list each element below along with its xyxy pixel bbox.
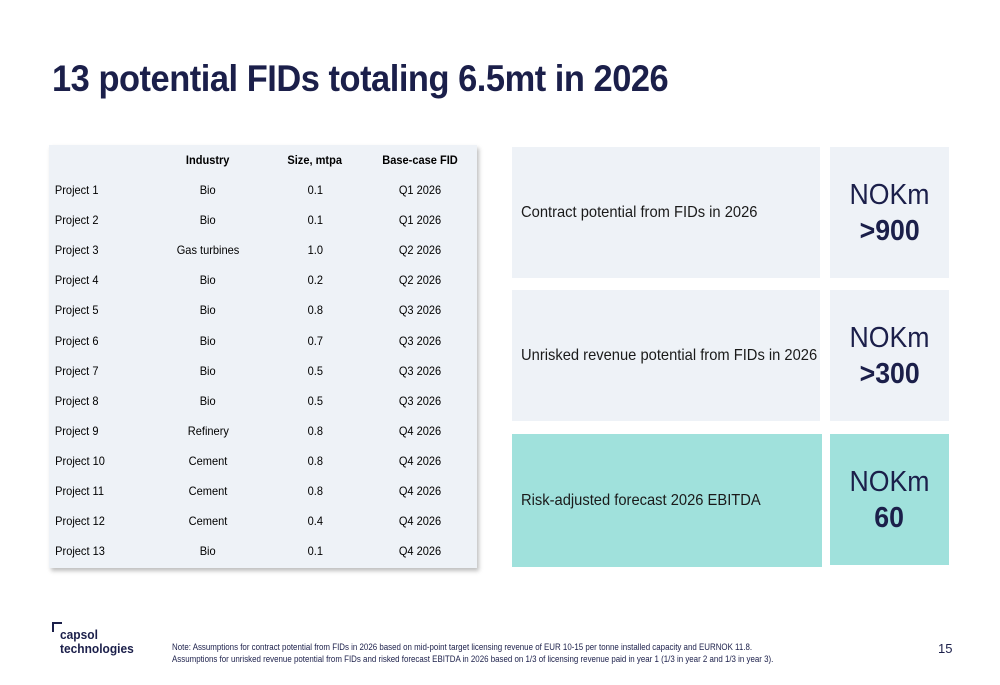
logo-line-2: technologies	[60, 641, 134, 656]
cell-fid: Q4 2026	[398, 514, 442, 529]
company-logo: capsol technologies	[52, 622, 142, 662]
cell-industry: Cement	[188, 514, 228, 529]
table-row: Project 4 Bio 0.2 Q2 2026	[49, 265, 477, 295]
cell-size: 0.1	[307, 213, 323, 228]
cell-industry: Bio	[200, 183, 216, 198]
cell-industry: Cement	[188, 483, 228, 498]
cell-size: 0.5	[307, 363, 323, 378]
footnote-line-1: Note: Assumptions for contract potential…	[172, 642, 753, 652]
metric-number: 60	[874, 501, 905, 534]
page-number: 15	[938, 641, 953, 656]
table-row: Project 1 Bio 0.1 Q1 2026	[49, 175, 477, 205]
metric-number: >900	[859, 214, 920, 247]
cell-project: Project 5	[54, 303, 99, 318]
table-row: Project 7 Bio 0.5 Q3 2026	[49, 356, 477, 386]
cell-industry: Bio	[200, 213, 216, 228]
cell-industry: Refinery	[187, 423, 229, 438]
cell-fid: Q3 2026	[398, 393, 442, 408]
footnote-line-2: Assumptions for unrisked revenue potenti…	[172, 654, 774, 664]
cell-industry: Bio	[200, 333, 216, 348]
table-row: Project 11 Cement 0.8 Q4 2026	[49, 476, 477, 506]
logo-corner-mark	[52, 622, 62, 632]
cell-project: Project 1	[54, 183, 99, 198]
cell-industry: Bio	[200, 393, 216, 408]
cell-fid: Q3 2026	[398, 363, 442, 378]
cell-fid: Q4 2026	[398, 453, 442, 468]
cell-project: Project 13	[55, 544, 105, 559]
cell-fid: Q3 2026	[398, 333, 442, 348]
metric-label-risk-adjusted-ebitda: Risk-adjusted forecast 2026 EBITDA	[512, 434, 822, 567]
cell-project: Project 8	[54, 393, 99, 408]
table-row: Project 13 Bio 0.1 Q4 2026	[49, 536, 477, 566]
cell-fid: Q3 2026	[398, 303, 442, 318]
cell-size: 0.1	[307, 544, 323, 559]
cell-fid: Q1 2026	[398, 183, 442, 198]
cell-project: Project 11	[55, 483, 105, 498]
header-industry: Industry	[186, 153, 230, 167]
cell-size: 0.8	[307, 483, 323, 498]
header-size: Size, mtpa	[287, 153, 343, 167]
cell-size: 0.2	[307, 273, 323, 288]
cell-project: Project 7	[54, 363, 99, 378]
metric-unit: NOKm	[849, 465, 930, 498]
cell-industry: Gas turbines	[176, 243, 240, 258]
table-row: Project 3 Gas turbines 1.0 Q2 2026	[49, 235, 477, 265]
metric-unit: NOKm	[849, 321, 930, 354]
header-fid: Base-case FID	[382, 153, 458, 167]
cell-project: Project 2	[54, 213, 99, 228]
metric-value-unrisked-revenue: NOKm >300	[830, 290, 949, 421]
table-row: Project 6 Bio 0.7 Q3 2026	[49, 325, 477, 355]
cell-fid: Q4 2026	[398, 483, 442, 498]
cell-size: 1.0	[307, 243, 323, 258]
cell-project: Project 12	[55, 514, 105, 529]
table-row: Project 10 Cement 0.8 Q4 2026	[49, 446, 477, 476]
cell-project: Project 10	[55, 453, 105, 468]
table-header-row: Industry Size, mtpa Base-case FID	[49, 145, 477, 175]
page-title: 13 potential FIDs totaling 6.5mt in 2026	[52, 58, 669, 99]
table-row: Project 8 Bio 0.5 Q3 2026	[49, 386, 477, 416]
cell-project: Project 6	[54, 333, 99, 348]
cell-industry: Bio	[200, 303, 216, 318]
cell-size: 0.7	[307, 333, 323, 348]
cell-fid: Q1 2026	[398, 213, 442, 228]
table-row: Project 5 Bio 0.8 Q3 2026	[49, 295, 477, 325]
header-project	[49, 145, 149, 175]
fid-table-card: Industry Size, mtpa Base-case FID Projec…	[49, 145, 477, 568]
cell-size: 0.8	[307, 303, 323, 318]
cell-project: Project 9	[54, 423, 99, 438]
cell-industry: Bio	[200, 363, 216, 378]
cell-size: 0.8	[307, 423, 323, 438]
cell-fid: Q2 2026	[398, 243, 442, 258]
cell-project: Project 3	[54, 243, 99, 258]
table-row: Project 12 Cement 0.4 Q4 2026	[49, 506, 477, 536]
cell-project: Project 4	[54, 273, 99, 288]
cell-size: 0.5	[307, 393, 323, 408]
cell-fid: Q4 2026	[398, 544, 442, 559]
metric-label-contract-potential: Contract potential from FIDs in 2026	[512, 147, 820, 278]
metric-unit: NOKm	[849, 178, 930, 211]
footnote: Note: Assumptions for contract potential…	[172, 641, 855, 665]
cell-size: 0.8	[307, 453, 323, 468]
cell-fid: Q4 2026	[398, 423, 442, 438]
cell-industry: Bio	[200, 544, 216, 559]
fid-table: Industry Size, mtpa Base-case FID Projec…	[49, 145, 477, 566]
metric-number: >300	[859, 357, 920, 390]
cell-industry: Cement	[188, 453, 228, 468]
cell-industry: Bio	[200, 273, 216, 288]
metric-value-risk-adjusted-ebitda: NOKm 60	[830, 434, 949, 565]
table-row: Project 9 Refinery 0.8 Q4 2026	[49, 416, 477, 446]
cell-size: 0.4	[307, 514, 323, 529]
metric-label-unrisked-revenue: Unrisked revenue potential from FIDs in …	[512, 290, 820, 421]
metric-value-contract-potential: NOKm >900	[830, 147, 949, 278]
cell-fid: Q2 2026	[398, 273, 442, 288]
logo-line-1: capsol	[60, 627, 98, 642]
table-row: Project 2 Bio 0.1 Q1 2026	[49, 205, 477, 235]
cell-size: 0.1	[307, 183, 323, 198]
